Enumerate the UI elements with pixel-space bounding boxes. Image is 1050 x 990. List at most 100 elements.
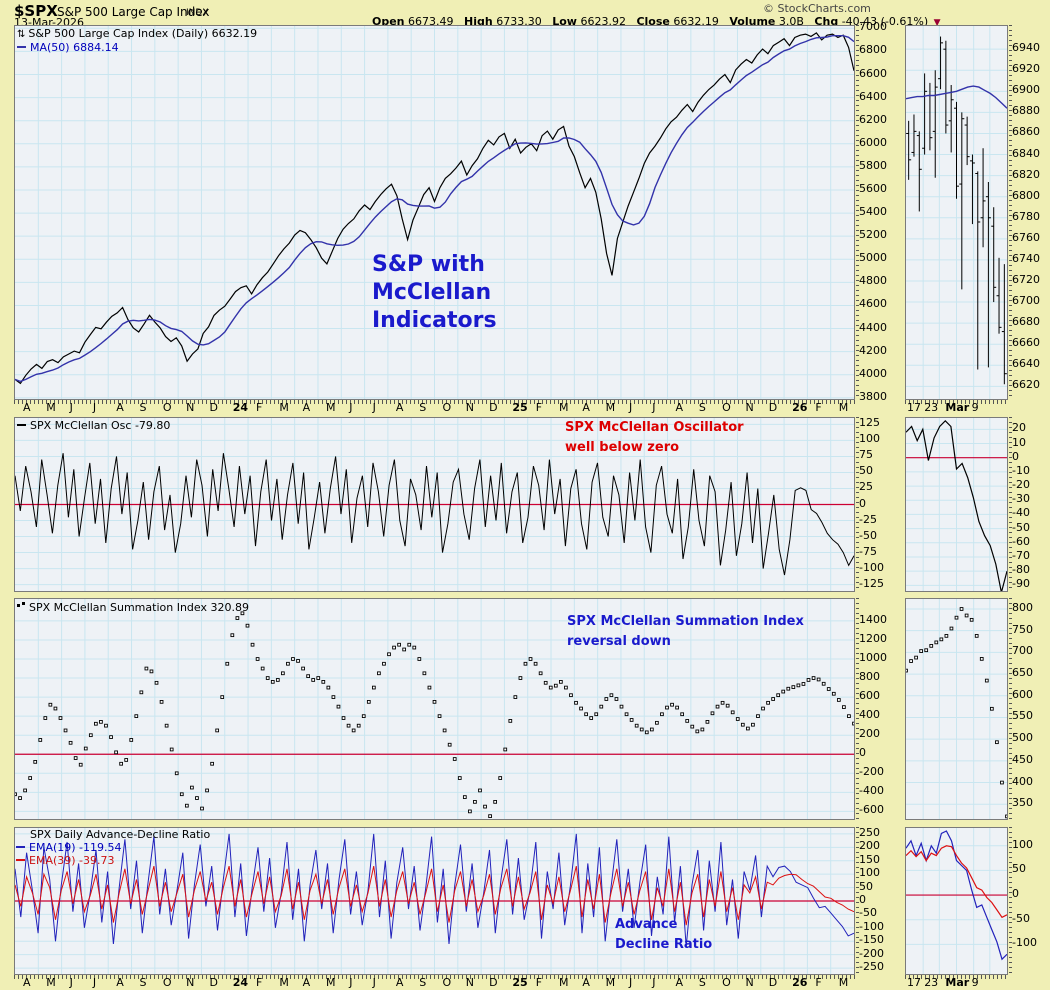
oscillator-panel [14, 417, 855, 592]
y-axis-label: 6800 [1012, 188, 1040, 202]
oscillator-legend: SPX McClellan Osc -79.80 [17, 419, 170, 432]
x-axis-month-label: M [605, 976, 616, 989]
ema39-legend-label: EMA(39) -39.73 [29, 854, 115, 867]
x-axis-month-label: J [349, 976, 353, 989]
x-axis-month-label: N [465, 976, 475, 989]
x-axis-month-label: D [768, 401, 778, 414]
ema39-legend: EMA(39) -39.73 [16, 854, 115, 867]
volume-value: 3.0B [778, 15, 804, 28]
y-axis-label: 6000 [859, 135, 887, 149]
y-axis-label: 5200 [859, 228, 887, 242]
x-axis-month-label: J [69, 401, 73, 414]
y-axis-label: -50 [1012, 911, 1030, 925]
y-axis-label: 550 [1012, 709, 1033, 723]
advance-decline-panel [14, 827, 855, 975]
ma-line-swatch [17, 46, 26, 48]
oscillator-annotation: SPX McClellan Oscillator well below zero [565, 418, 744, 458]
high-value: 6733.30 [496, 15, 542, 28]
x-axis-mini-label: 17 [907, 976, 922, 989]
open-label: Open [372, 15, 405, 28]
ema19-line-swatch [16, 846, 25, 848]
y-axis-label: -125 [859, 576, 884, 590]
main-annotation-line: S&P with [372, 252, 485, 277]
x-axis-month-label: A [395, 976, 404, 989]
price-legend: ⇅ S&P 500 Large Cap Index (Daily) 6632.19 [17, 27, 257, 40]
x-axis-ticks [14, 400, 855, 404]
x-axis-month-label: O [162, 976, 172, 989]
x-axis-month-label: J [628, 976, 633, 989]
x-axis-month-label: A [395, 401, 404, 414]
y-axis-label: -20 [1012, 478, 1030, 492]
mini3-plot [906, 599, 1007, 819]
chg-value: -40.43 (-0.61%) [841, 15, 929, 28]
osc-plot [15, 418, 854, 591]
y-axis-label: 6860 [1012, 125, 1040, 139]
y-axis-label: -60 [1012, 534, 1030, 548]
y-axis-label: 600 [859, 689, 880, 703]
oscillator-legend-label: SPX McClellan Osc -79.80 [30, 419, 171, 432]
y-axis-label: 350 [1012, 796, 1033, 810]
x-axis-month-label: A [582, 401, 590, 414]
x-axis-month-label: M [46, 976, 56, 989]
x-axis-month-label: D [489, 976, 498, 989]
x-axis-month-label: 25 [512, 976, 528, 989]
y-axis-label: 100 [859, 866, 880, 880]
chg-label: Chg [814, 15, 839, 28]
x-axis-month-label: M [605, 401, 616, 414]
low-value: 6623.92 [580, 15, 626, 28]
y-axis-label: 400 [1012, 774, 1033, 788]
y-axis-label: 150 [859, 852, 880, 866]
low-label: Low [552, 15, 577, 28]
y-axis-label: -80 [1012, 563, 1030, 577]
y-axis-label: 6920 [1012, 62, 1040, 76]
x-axis-ticks [905, 975, 1008, 979]
y-axis-ticks [1009, 598, 1012, 820]
x-axis-mini-label: Mar [945, 976, 970, 989]
y-axis-label: -100 [1012, 936, 1037, 950]
y-axis-ticks [856, 417, 859, 592]
y-axis-label: 6760 [1012, 230, 1040, 244]
x-axis-month-label: M [559, 976, 569, 989]
y-axis-label: 75 [859, 448, 873, 462]
x-axis-month-label: F [815, 976, 822, 989]
y-axis-label: 6740 [1012, 251, 1040, 265]
x-axis-month-label: F [815, 401, 822, 414]
x-axis-month-label: M [279, 976, 289, 989]
x-axis-month-label: N [465, 401, 475, 414]
x-axis-month-label: J [92, 401, 97, 414]
y-axis-label: 4000 [859, 366, 887, 380]
x-axis-month-label: 24 [232, 401, 249, 414]
y-axis-label: 6620 [1012, 378, 1040, 392]
y-axis-label: 5000 [859, 251, 887, 265]
x-axis-month-label: M [838, 401, 849, 414]
y-axis-label: 500 [1012, 731, 1033, 745]
y-axis-label: -50 [859, 528, 877, 542]
x-axis-mini-label: 23 [924, 976, 939, 989]
advance-decline-title-label: SPX Daily Advance-Decline Ratio [30, 828, 211, 841]
x-axis-month-label: A [675, 976, 684, 989]
y-axis-label: 100 [1012, 837, 1033, 851]
x-axis-month-label: 25 [512, 401, 528, 414]
open-value: 6673.49 [408, 15, 454, 28]
oscillator-annotation-line: SPX McClellan Oscillator [565, 420, 744, 435]
x-axis-month-label: M [838, 976, 849, 989]
y-axis-label: 5400 [859, 205, 887, 219]
y-axis-label: -200 [859, 946, 884, 960]
y-axis-label: 200 [859, 727, 880, 741]
symbol-exchange: INDX [186, 8, 209, 18]
x-axis-month-label: M [325, 976, 336, 989]
y-axis-label: 20 [1012, 421, 1026, 435]
x-axis-month-label: D [209, 401, 218, 414]
y-axis-label: 650 [1012, 666, 1033, 680]
x-axis-month-label: S [698, 976, 706, 989]
y-axis-label: 7000 [859, 20, 887, 34]
y-axis-label: 0 [859, 746, 866, 760]
y-axis-label: 1400 [859, 612, 887, 626]
x-axis-month-label: J [628, 401, 633, 414]
y-axis-label: 6200 [859, 112, 887, 126]
y-axis-label: 1200 [859, 631, 887, 645]
y-axis-label: -75 [859, 544, 877, 558]
x-axis-month-label: S [139, 401, 147, 414]
x-axis-mini-label: 9 [971, 401, 979, 414]
